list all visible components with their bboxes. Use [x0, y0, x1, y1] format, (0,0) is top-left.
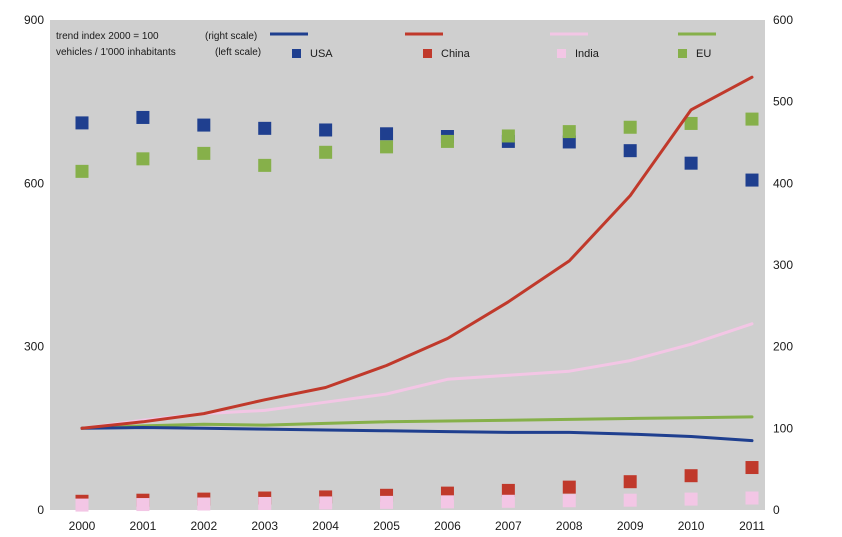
marker-eu	[684, 116, 698, 130]
left-axis-tick-label: 300	[24, 340, 44, 354]
trend-line-usa	[80, 426, 754, 443]
marker-eu	[197, 146, 211, 160]
right-axis-tick-label: 600	[773, 13, 793, 27]
marker-usa	[562, 135, 576, 149]
x-axis-tick-label: 2004	[312, 519, 339, 533]
marker-india	[258, 496, 272, 510]
legend-marker-china	[423, 49, 432, 58]
right-axis-tick-label: 200	[773, 340, 793, 354]
x-axis-tick-label: 2009	[617, 519, 644, 533]
marker-india	[745, 491, 759, 505]
trend-line-china	[80, 75, 754, 430]
marker-eu	[258, 158, 272, 172]
right-axis-tick-label: 400	[773, 176, 793, 190]
marker-china	[623, 475, 637, 489]
legend-trend-label: trend index 2000 = 100	[56, 31, 159, 42]
marker-eu	[562, 125, 576, 139]
x-axis-tick-label: 2010	[678, 519, 705, 533]
series-markers-india	[75, 491, 759, 512]
marker-china	[684, 469, 698, 483]
x-axis-tick-label: 2003	[251, 519, 278, 533]
marker-india	[197, 497, 211, 511]
marker-china	[562, 480, 576, 494]
marker-india	[319, 496, 333, 510]
right-axis-tick-label: 0	[773, 503, 780, 517]
axes: 0 300 600 900 0 100 200 300 400 500 600 2000 2001 200…	[24, 13, 793, 533]
marker-india	[562, 494, 576, 508]
legend-vehicles-scale: (left scale)	[215, 47, 261, 58]
marker-eu	[136, 152, 150, 166]
marker-india	[623, 493, 637, 507]
legend-label-india: India	[575, 48, 600, 60]
marker-usa	[380, 127, 394, 141]
marker-eu	[75, 164, 89, 178]
x-axis-tick-label: 2008	[556, 519, 583, 533]
marker-india	[75, 498, 89, 512]
legend-marker-eu	[678, 49, 687, 58]
x-axis-tick-label: 2000	[69, 519, 96, 533]
right-axis-tick-label: 300	[773, 258, 793, 272]
marker-usa	[623, 144, 637, 158]
marker-india	[501, 494, 515, 508]
left-axis-tick-label: 0	[37, 503, 44, 517]
marker-usa	[319, 123, 333, 137]
legend-entries: USA China India EU	[270, 32, 716, 60]
marker-eu	[623, 120, 637, 134]
trend-line-eu	[80, 415, 754, 430]
right-axis-tick-label: 100	[773, 421, 793, 435]
x-axis-tick-label: 2001	[130, 519, 157, 533]
marker-eu	[319, 145, 333, 159]
marker-usa	[258, 121, 272, 135]
marker-india	[684, 492, 698, 506]
marker-china	[501, 483, 515, 497]
marker-eu	[440, 134, 454, 148]
marker-china	[745, 461, 759, 475]
marker-india	[380, 495, 394, 509]
marker-usa	[136, 110, 150, 124]
legend-marker-usa	[292, 49, 301, 58]
marker-usa	[197, 118, 211, 132]
marker-eu	[380, 140, 394, 154]
legend-trend-scale: (right scale)	[205, 31, 257, 42]
right-axis-tick-label: 500	[773, 95, 793, 109]
x-axis-tick-label: 2007	[495, 519, 522, 533]
marker-india	[440, 495, 454, 509]
x-axis-tick-label: 2002	[190, 519, 217, 533]
marker-usa	[745, 173, 759, 187]
legend-label-china: China	[441, 48, 471, 60]
marker-eu	[745, 112, 759, 126]
marker-eu	[501, 129, 515, 143]
x-axis-tick-label: 2005	[373, 519, 400, 533]
marker-usa	[75, 116, 89, 130]
series-markers-eu	[75, 112, 759, 178]
legend-marker-india	[557, 49, 566, 58]
marker-india	[136, 498, 150, 512]
x-axis-tick-label: 2011	[739, 519, 765, 533]
x-axis-tick-label: 2006	[434, 519, 461, 533]
legend-vehicles-label: vehicles / 1'000 inhabitants	[56, 47, 176, 58]
marker-usa	[684, 156, 698, 170]
left-axis-tick-label: 600	[24, 176, 44, 190]
series-layer	[75, 75, 759, 512]
legend-label-usa: USA	[310, 48, 333, 60]
legend: trend index 2000 = 100 (right scale) veh…	[56, 31, 716, 60]
left-axis-tick-label: 900	[24, 13, 44, 27]
legend-label-eu: EU	[696, 48, 711, 60]
